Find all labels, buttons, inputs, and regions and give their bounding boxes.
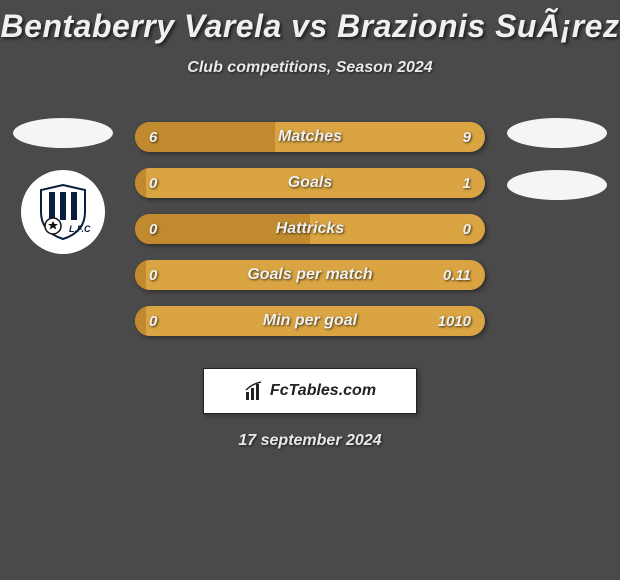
stat-bar: 0Goals per match0.11 [135, 260, 485, 290]
shield-icon: L.F.C [33, 182, 93, 242]
stat-right-value: 9 [463, 122, 471, 152]
stat-bar: 0Hattricks0 [135, 214, 485, 244]
brand-box: FcTables.com [203, 368, 417, 414]
left-club-badge: L.F.C [21, 170, 105, 254]
stat-right-value: 1 [463, 168, 471, 198]
page-title: Bentaberry Varela vs Brazionis SuÃ¡rez [0, 0, 620, 45]
page-subtitle: Club competitions, Season 2024 [0, 59, 620, 77]
stat-label: Matches [135, 122, 485, 152]
stat-label: Goals [135, 168, 485, 198]
stat-right-value: 0.11 [443, 260, 471, 290]
date-text: 17 september 2024 [135, 432, 485, 450]
stat-label: Hattricks [135, 214, 485, 244]
left-flag-placeholder [13, 118, 113, 148]
stats-bars: 6Matches90Goals10Hattricks00Goals per ma… [135, 122, 485, 352]
right-flag-placeholder [507, 118, 607, 148]
stat-bar: 0Goals1 [135, 168, 485, 198]
bar-chart-icon [244, 380, 266, 402]
stat-label: Min per goal [135, 306, 485, 336]
stat-bar: 6Matches9 [135, 122, 485, 152]
stat-right-value: 0 [463, 214, 471, 244]
stat-right-value: 1010 [438, 306, 471, 336]
stat-bar: 0Min per goal1010 [135, 306, 485, 336]
left-player-column: L.F.C [8, 118, 118, 254]
svg-text:L.F.C: L.F.C [69, 224, 91, 234]
right-player-column [502, 118, 612, 222]
stat-label: Goals per match [135, 260, 485, 290]
brand-text: FcTables.com [270, 382, 376, 400]
right-club-placeholder [507, 170, 607, 200]
